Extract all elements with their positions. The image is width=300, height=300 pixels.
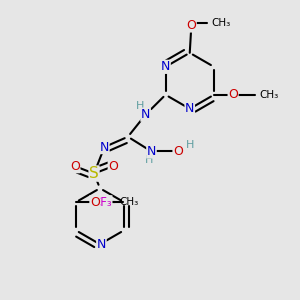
Text: N: N: [100, 141, 109, 154]
Text: O: O: [70, 160, 80, 173]
Text: H: H: [136, 101, 145, 111]
Text: H: H: [186, 140, 194, 150]
Text: N: N: [141, 108, 150, 121]
Text: N: N: [147, 145, 156, 158]
Text: O: O: [90, 196, 100, 209]
Text: H: H: [145, 155, 153, 165]
Text: N: N: [97, 238, 106, 251]
Text: N: N: [161, 60, 170, 73]
Text: O: O: [228, 88, 238, 101]
Text: O: O: [186, 19, 196, 32]
Text: S: S: [89, 166, 99, 181]
Text: CH₃: CH₃: [119, 197, 139, 207]
Text: O: O: [108, 160, 118, 173]
Text: N: N: [185, 102, 194, 115]
Text: CH₃: CH₃: [259, 90, 278, 100]
Text: CF₃: CF₃: [92, 196, 112, 209]
Text: CH₃: CH₃: [211, 17, 230, 28]
Text: O: O: [173, 145, 183, 158]
